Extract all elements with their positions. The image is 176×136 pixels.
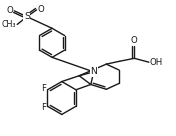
Text: O: O	[37, 5, 44, 14]
Text: CH₃: CH₃	[2, 20, 16, 29]
Text: F: F	[42, 84, 46, 93]
Text: O: O	[131, 36, 138, 45]
Text: F: F	[42, 103, 46, 112]
Text: N: N	[90, 67, 97, 76]
Text: O: O	[7, 6, 13, 15]
Text: OH: OH	[150, 58, 163, 67]
Text: S: S	[24, 12, 30, 21]
